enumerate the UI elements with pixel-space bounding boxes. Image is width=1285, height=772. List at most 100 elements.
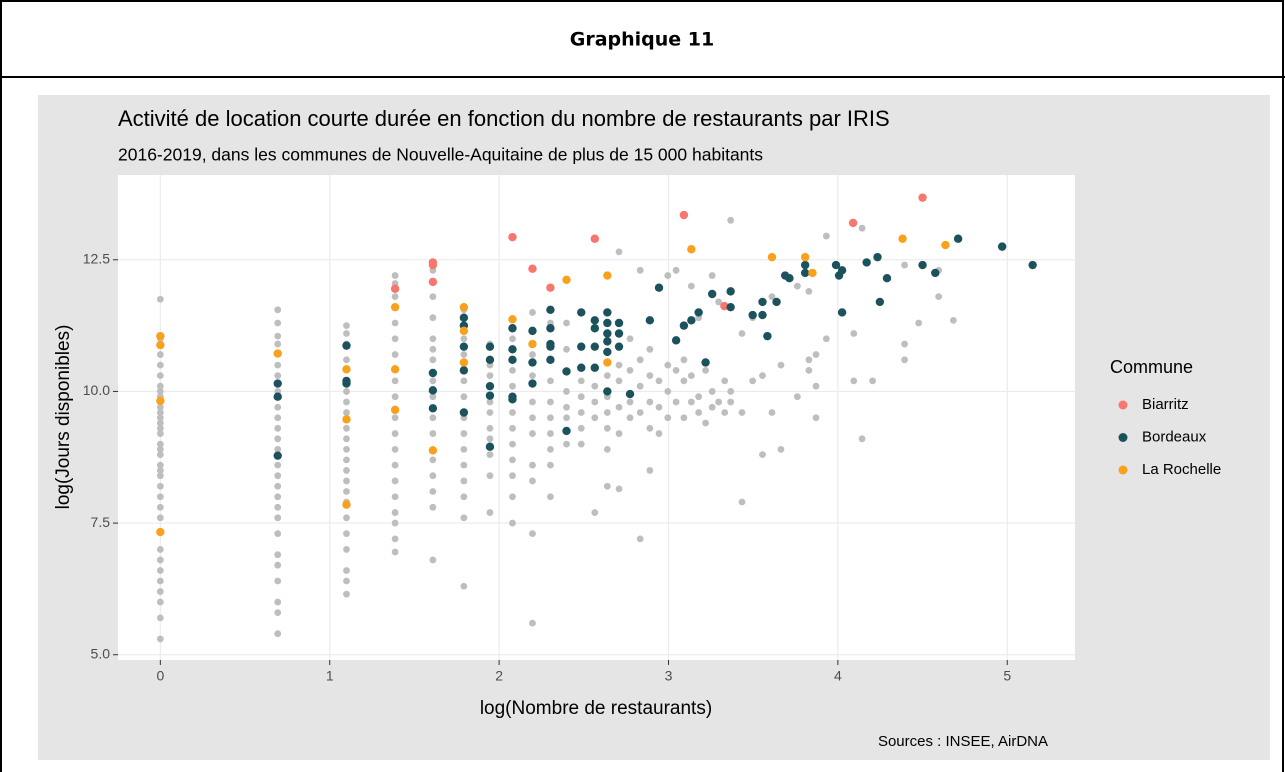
point — [603, 358, 612, 367]
point — [615, 485, 623, 493]
point — [274, 514, 282, 522]
point — [614, 342, 624, 351]
point — [428, 368, 438, 378]
point — [459, 408, 469, 417]
point — [636, 409, 644, 416]
point — [343, 530, 350, 538]
point — [343, 514, 350, 522]
point — [546, 324, 555, 333]
point — [156, 503, 164, 511]
point — [429, 456, 437, 464]
point — [626, 366, 634, 374]
point — [156, 635, 164, 643]
point — [273, 451, 282, 460]
point — [869, 377, 876, 385]
point — [343, 590, 350, 598]
point — [508, 232, 517, 242]
point — [646, 345, 654, 353]
point — [486, 372, 494, 380]
point — [343, 456, 350, 464]
chart-title: Activité de location courte durée en fon… — [118, 106, 890, 131]
point — [720, 301, 729, 311]
point — [156, 331, 165, 341]
point — [391, 414, 399, 422]
point — [805, 356, 813, 364]
point — [391, 461, 399, 469]
point — [626, 414, 634, 422]
chart-subtitle: 2016-2019, dans les communes de Nouvelle… — [118, 145, 763, 165]
point — [563, 440, 570, 448]
point — [156, 414, 164, 422]
point — [615, 430, 623, 437]
point — [727, 388, 735, 395]
point — [726, 302, 735, 312]
legend-marker — [1118, 400, 1128, 410]
point — [850, 330, 858, 337]
point — [636, 535, 644, 543]
point — [812, 351, 820, 358]
point — [428, 386, 438, 395]
point — [695, 409, 703, 416]
point — [460, 377, 468, 385]
point — [562, 426, 571, 436]
point — [343, 467, 350, 474]
point — [273, 349, 282, 358]
point — [391, 335, 399, 343]
point — [615, 403, 623, 411]
point — [603, 482, 611, 490]
point — [486, 435, 494, 443]
point — [429, 393, 437, 401]
point — [672, 266, 680, 274]
point — [822, 232, 830, 240]
point — [508, 355, 517, 365]
point — [805, 287, 813, 295]
point — [156, 482, 164, 490]
point — [508, 315, 517, 324]
point — [459, 326, 469, 336]
point — [274, 319, 282, 327]
point — [645, 316, 655, 325]
point — [274, 472, 282, 480]
point — [459, 313, 469, 322]
point — [577, 424, 585, 432]
point — [636, 266, 644, 274]
point — [590, 316, 600, 325]
point — [486, 451, 494, 459]
point — [156, 577, 164, 585]
point — [577, 342, 586, 351]
point — [687, 372, 695, 380]
point — [459, 342, 469, 351]
point — [343, 546, 350, 553]
x-tick-label: 0 — [156, 668, 164, 684]
caption: Sources : INSEE, AirDNA — [878, 733, 1048, 750]
point — [687, 316, 696, 325]
point — [547, 414, 554, 422]
point — [695, 393, 703, 401]
point — [603, 347, 612, 357]
x-tick-label: 3 — [665, 668, 673, 684]
point — [391, 535, 399, 543]
point — [486, 409, 494, 416]
point — [508, 345, 517, 354]
point — [156, 430, 164, 437]
point — [156, 388, 164, 395]
point — [590, 342, 600, 351]
point — [777, 361, 785, 369]
y-tick-label: 7.5 — [91, 514, 111, 530]
point — [156, 514, 164, 522]
point — [273, 379, 282, 388]
point — [603, 409, 611, 416]
point — [342, 379, 351, 388]
point — [768, 293, 776, 301]
point — [391, 477, 399, 485]
point — [343, 356, 350, 364]
point — [701, 358, 710, 367]
point — [949, 316, 957, 324]
point — [429, 293, 437, 301]
point — [274, 435, 282, 443]
point — [715, 398, 723, 406]
point — [156, 546, 164, 553]
point — [156, 396, 165, 406]
point — [156, 598, 164, 606]
